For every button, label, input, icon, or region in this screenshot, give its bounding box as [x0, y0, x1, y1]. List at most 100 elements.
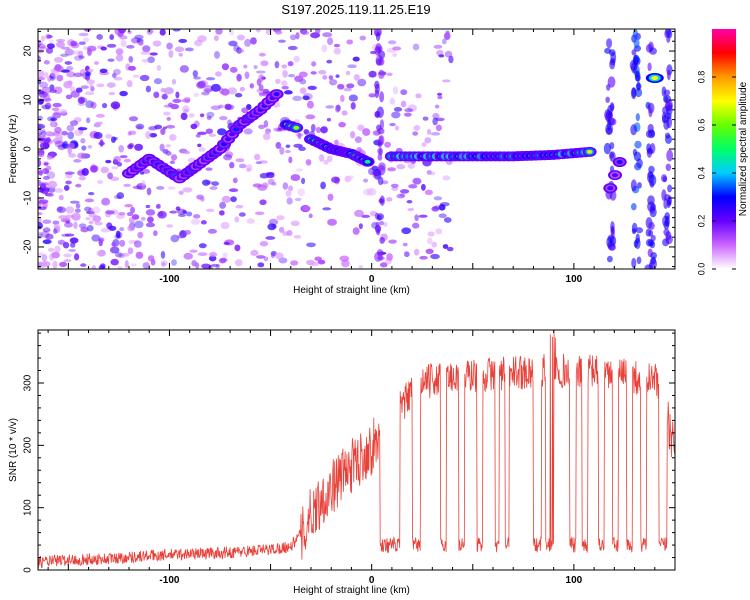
noise-speck — [128, 130, 137, 135]
noise-speck — [68, 142, 75, 150]
noise-speck — [59, 261, 68, 268]
noise-speck — [337, 83, 345, 90]
noise-speck — [169, 133, 177, 141]
noise-speck — [145, 85, 152, 93]
noise-speck — [80, 263, 87, 267]
noise-speck — [145, 209, 156, 216]
streak-speck — [609, 142, 615, 150]
noise-speck — [198, 147, 206, 152]
noise-speck — [259, 240, 269, 247]
noise-speck — [392, 52, 398, 58]
streak-speck — [635, 113, 640, 122]
noise-speck — [38, 224, 43, 229]
noise-speck — [384, 141, 392, 148]
noise-speck — [167, 102, 174, 108]
streak-speck — [633, 162, 642, 171]
noise-speck — [435, 124, 442, 132]
noise-speck — [119, 155, 128, 159]
noise-speck — [391, 111, 401, 119]
feature-blob — [586, 149, 593, 154]
noise-speck — [354, 209, 364, 218]
noise-speck — [64, 61, 73, 65]
noise-speck — [239, 86, 245, 92]
colorbar-tick-label: 0.4 — [696, 167, 706, 180]
noise-speck — [170, 154, 178, 161]
noise-speck — [210, 83, 221, 92]
noise-speck — [101, 102, 108, 109]
feature-blob — [273, 92, 280, 97]
streak-speck — [667, 184, 673, 193]
noise-speck — [116, 213, 125, 220]
noise-speck — [297, 132, 302, 140]
noise-speck — [255, 70, 266, 74]
noise-speck — [75, 203, 81, 209]
noise-speck — [392, 46, 402, 51]
noise-speck — [437, 95, 443, 100]
streak-speck — [645, 101, 651, 110]
noise-speck — [45, 131, 54, 137]
noise-speck — [438, 204, 446, 211]
streak-speck — [605, 127, 613, 135]
noise-speck — [113, 76, 123, 81]
streak-speck — [376, 213, 385, 221]
noise-speck — [361, 214, 371, 218]
noise-speck — [77, 96, 85, 104]
noise-speck — [200, 196, 205, 202]
streak-speck — [647, 195, 655, 206]
noise-speck — [50, 70, 59, 78]
noise-speck — [294, 75, 304, 83]
noise-speck — [211, 181, 220, 186]
noise-speck — [116, 192, 125, 200]
colorbar-label: Normalized spectral amplitude — [738, 81, 749, 216]
noise-speck — [387, 40, 397, 45]
streak-speck — [605, 96, 610, 103]
streak-speck — [648, 221, 655, 230]
noise-speck — [81, 168, 89, 176]
noise-speck — [75, 183, 82, 188]
noise-speck — [53, 223, 61, 229]
noise-speck — [140, 50, 151, 55]
noise-speck — [425, 248, 434, 254]
noise-speck — [437, 92, 443, 96]
noise-speck — [426, 170, 432, 175]
noise-speck — [350, 102, 356, 110]
noise-speck — [224, 103, 232, 110]
noise-speck — [229, 66, 238, 73]
noise-speck — [366, 187, 377, 196]
noise-speck — [307, 85, 317, 90]
noise-speck — [44, 71, 49, 78]
noise-speck — [85, 71, 91, 76]
noise-speck — [256, 29, 261, 33]
colorbar-tick-label: 0.0 — [696, 263, 706, 276]
streak-speck — [647, 148, 654, 155]
noise-speck — [90, 86, 95, 92]
noise-speck — [128, 216, 135, 224]
noise-speck — [45, 165, 52, 171]
noise-speck — [80, 138, 86, 144]
noise-speck — [142, 262, 150, 269]
noise-speck — [134, 220, 144, 229]
noise-speck — [142, 45, 151, 53]
noise-speck — [271, 224, 277, 229]
noise-speck — [396, 193, 406, 199]
noise-speck — [166, 224, 174, 228]
noise-speck — [400, 89, 408, 96]
noise-speck — [54, 187, 63, 194]
noise-speck — [126, 212, 134, 217]
snr-frame — [37, 329, 676, 571]
noise-speck — [389, 122, 396, 127]
noise-speck — [192, 214, 201, 219]
streak-speck — [603, 142, 612, 155]
noise-speck — [155, 203, 161, 209]
noise-speck — [160, 260, 168, 266]
noise-speck — [156, 185, 165, 190]
noise-speck — [43, 175, 50, 180]
noise-speck — [258, 84, 264, 91]
noise-speck — [243, 64, 248, 69]
streak-speck — [644, 264, 653, 269]
noise-speck — [46, 155, 53, 161]
streak-speck — [609, 59, 616, 70]
noise-speck — [301, 30, 310, 35]
noise-speck — [220, 221, 230, 230]
noise-speck — [38, 152, 45, 158]
